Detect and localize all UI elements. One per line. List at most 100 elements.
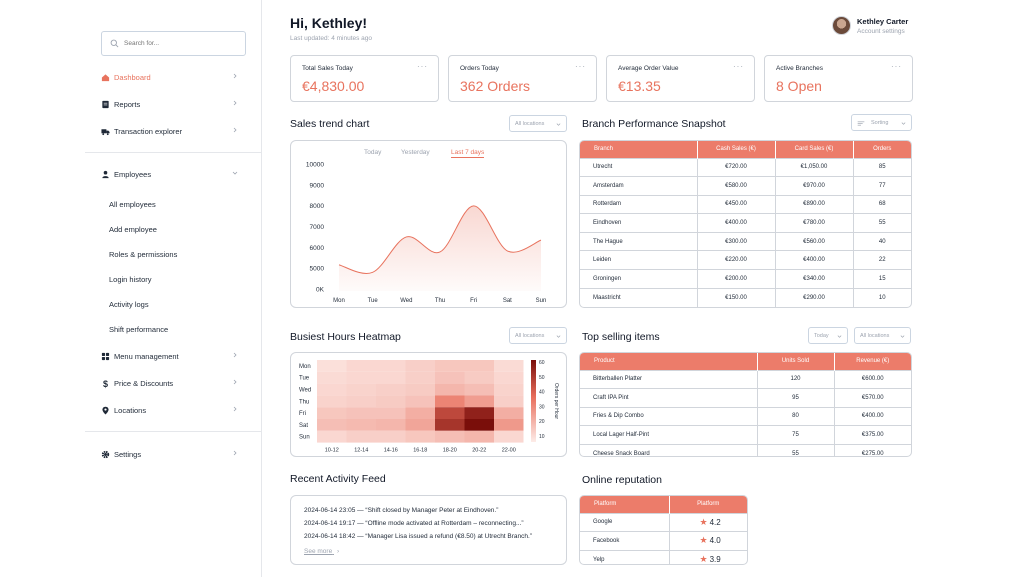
chevron-right-icon: [233, 352, 237, 358]
sidebar-item-label: Transaction explorer: [114, 126, 183, 136]
sidebar-item-label: Employees: [114, 169, 152, 179]
chevron-down-icon: [556, 335, 561, 338]
rating-value: 4.2: [709, 517, 721, 527]
table-cell: 75: [757, 425, 835, 445]
heatmap-cell: [494, 383, 524, 396]
y-tick-label: 10000: [306, 162, 324, 169]
more-options-icon[interactable]: ···: [417, 62, 428, 71]
table-cell: €970.00: [775, 176, 854, 196]
sales-location-dropdown[interactable]: All locations: [509, 115, 567, 132]
avatar[interactable]: [832, 16, 851, 35]
table-cell: Local Lager Half-Pint: [580, 425, 758, 445]
dollar-icon: $: [102, 378, 108, 389]
chevron-down-icon: [901, 122, 906, 125]
sidebar-item-menu-management[interactable]: Menu management: [101, 348, 241, 364]
search-box[interactable]: [101, 31, 246, 56]
sidebar-item-price-discounts[interactable]: $ Price & Discounts: [101, 375, 241, 391]
table-cell: 77: [853, 176, 911, 196]
column-header: Revenue (€): [834, 353, 911, 370]
branch-row: Amsterdam €580.00 €970.00 77: [580, 176, 911, 196]
table-cell: Facebook: [580, 531, 670, 551]
y-tick-label: 6000: [310, 245, 325, 252]
top-selling-day-dropdown[interactable]: Today: [808, 327, 848, 344]
heatmap-row-label: Tue: [299, 376, 310, 382]
table-cell: 95: [757, 388, 835, 408]
branch-row: Groningen €200.00 €340.00 15: [580, 269, 911, 289]
table-cell: €890.00: [775, 194, 854, 214]
heatmap-location-dropdown[interactable]: All locations: [509, 327, 567, 344]
home-icon: [101, 73, 110, 82]
sidebar-divider: [85, 431, 262, 432]
sidebar-subitem-add-employee[interactable]: Add employee: [109, 225, 157, 234]
sidebar-item-dashboard[interactable]: Dashboard: [101, 69, 241, 85]
top-selling-table: Product Units Sold Revenue (€) Bitterbal…: [579, 352, 912, 457]
x-tick-label: Fri: [470, 298, 477, 304]
column-header: Units Sold: [757, 353, 835, 370]
colorbar-tick: 20: [539, 419, 545, 425]
table-cell: €450.00: [697, 194, 776, 214]
table-cell: €400.00: [697, 213, 776, 233]
sidebar-item-locations[interactable]: Locations: [101, 402, 241, 418]
heatmap-cell: [464, 395, 494, 408]
heatmap-cell: [317, 383, 347, 396]
more-options-icon[interactable]: ···: [891, 62, 902, 71]
table-cell: €560.00: [775, 231, 854, 251]
heatmap-cell: [464, 371, 494, 384]
branch-row: Utrecht €720.00 €1,050.00 85: [580, 157, 911, 177]
sidebar-item-transaction-explorer[interactable]: Transaction explorer: [101, 123, 241, 139]
heatmap-cell: [464, 383, 494, 396]
branch-row: Maastricht €150.00 €290.00 10: [580, 287, 911, 307]
table-cell: €570.00: [834, 388, 911, 408]
table-header-row: Branch Cash Sales (€) Card Sales (€) Ord…: [580, 141, 911, 158]
table-cell: Craft IPA Pint: [580, 388, 758, 408]
sidebar-item-employees[interactable]: Employees: [101, 166, 241, 182]
activity-item: 2024-06-14 19:17 — “Offline mode activat…: [304, 520, 524, 527]
sidebar-item-label: Price & Discounts: [114, 378, 174, 388]
activity-panel: 2024-06-14 23:05 — “Shift closed by Mana…: [290, 495, 567, 565]
table-cell: €600.00: [834, 369, 911, 389]
column-header: Branch: [580, 141, 698, 158]
table-cell: 22: [853, 250, 911, 270]
dropdown-value: All locations: [860, 332, 890, 339]
heatmap-cell: [376, 371, 406, 384]
heatmap-cell: [317, 419, 347, 431]
see-more-link[interactable]: See more ›: [304, 548, 339, 555]
heatmap-cell: [494, 419, 524, 431]
sidebar-item-settings[interactable]: Settings: [101, 446, 241, 462]
heatmap-cell: [494, 430, 524, 443]
sidebar-item-label: Dashboard: [114, 72, 151, 82]
sidebar-subitem-activity-logs[interactable]: Activity logs: [109, 300, 149, 309]
kpi-average-order: Average Order Value €13.35 ···: [606, 55, 755, 102]
heatmap-cell: [317, 430, 347, 443]
table-cell: €150.00: [697, 287, 776, 307]
user-menu[interactable]: Kethley Carter Account settings: [832, 16, 908, 35]
tab-yesterday[interactable]: Yesterday: [401, 149, 430, 156]
heatmap-panel: Mon Tue Wed Thu Fri Sat Sun 10-12 12-14 14-16 16-1…: [290, 352, 567, 457]
heatmap-cell: [376, 430, 406, 443]
account-settings-link[interactable]: Account settings: [857, 27, 905, 35]
more-options-icon[interactable]: ···: [733, 62, 744, 71]
chevron-right-icon: [233, 450, 237, 456]
search-input[interactable]: [124, 40, 234, 47]
branch-sort-dropdown[interactable]: Sorting: [851, 114, 912, 131]
table-cell: Rotterdam: [580, 194, 698, 214]
gear-icon: [101, 450, 110, 459]
sidebar-item-reports[interactable]: Reports: [101, 96, 241, 112]
heatmap-row-label: Fri: [299, 411, 306, 417]
see-more-label: See more: [304, 548, 333, 555]
branch-title: Branch Performance Snapshot: [582, 118, 726, 130]
heatmap-cell: [435, 395, 465, 408]
tab-today[interactable]: Today: [364, 149, 382, 156]
heatmap-cell: [435, 419, 465, 431]
table-header-row: Product Units Sold Revenue (€): [580, 353, 911, 370]
sidebar-subitem-shift-performance[interactable]: Shift performance: [109, 325, 169, 334]
column-header: Platform: [669, 496, 747, 513]
sidebar-subitem-roles-permissions[interactable]: Roles & permissions: [109, 250, 178, 259]
more-options-icon[interactable]: ···: [575, 62, 586, 71]
sidebar-subitem-login-history[interactable]: Login history: [109, 275, 152, 284]
tab-last-7-days[interactable]: Last 7 days: [451, 149, 485, 158]
kpi-value: €13.35: [618, 78, 661, 94]
top-selling-location-dropdown[interactable]: All locations: [854, 327, 911, 344]
sidebar-subitem-all-employees[interactable]: All employees: [109, 200, 156, 209]
kpi-label: Average Order Value: [618, 65, 679, 72]
